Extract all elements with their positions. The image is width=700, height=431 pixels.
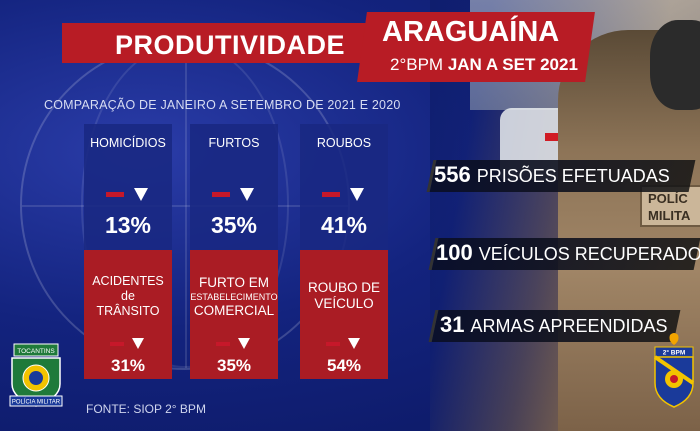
card-bottom-value: 54%: [326, 356, 362, 375]
card-bottom: [84, 250, 172, 379]
decrease-dash: [216, 342, 230, 346]
stat-veiculos: 100 VEÍCULOS RECUPERADOS: [436, 240, 700, 265]
card-furtos: FURTOS 35% FURTO EM ESTABELECIMENTO COME…: [190, 124, 278, 379]
decrease-dash: [106, 192, 124, 197]
batalhao-seal: 2° BPM: [652, 333, 696, 411]
svg-text:TOCANTINS: TOCANTINS: [17, 348, 55, 355]
down-arrow-icon: [348, 338, 360, 349]
card-top: [190, 124, 278, 250]
decrease-dash: [326, 342, 340, 346]
down-arrow-icon: [240, 188, 254, 201]
down-arrow-icon: [132, 338, 144, 349]
decrease-dash: [212, 192, 230, 197]
comparison-caption: COMPARAÇÃO DE JANEIRO A SETEMBRO DE 2021…: [44, 98, 401, 112]
decrease-dash: [110, 342, 124, 346]
card-bottom: [300, 250, 388, 379]
unit-label: 2°BPM: [390, 55, 444, 74]
stat-prisoes: 556 PRISÕES EFETUADAS: [434, 162, 670, 187]
down-arrow-icon: [350, 188, 364, 201]
card-top-value: 41%: [320, 212, 368, 238]
card-top-label: FURTOS: [208, 136, 260, 150]
card-bottom: [190, 250, 278, 379]
stat-armas: 31 ARMAS APREENDIDAS: [440, 312, 668, 337]
card-roubos: ROUBOS 41% ROUBO DE VEÍCULO 54%: [300, 124, 388, 379]
card-homicidios: HOMICÍDIOS 13% ACIDENTES de TRÂNSITO 31%: [84, 124, 172, 379]
down-arrow-icon: [134, 188, 148, 201]
vest-label: POLÍC MILITA: [640, 185, 700, 227]
svg-text:POLÍCIA MILITAR: POLÍCIA MILITAR: [12, 399, 61, 406]
card-bottom-value: 31%: [110, 356, 146, 375]
card-bottom-value: 35%: [216, 356, 252, 375]
source-note: FONTE: SIOP 2° BPM: [86, 402, 206, 416]
city-name: ARAGUAÍNA: [382, 16, 560, 48]
svg-text:2° BPM: 2° BPM: [663, 349, 685, 357]
officer-cap: [650, 20, 700, 110]
card-top: [300, 124, 388, 250]
down-arrow-icon: [238, 338, 250, 349]
decrease-dash: [322, 192, 340, 197]
card-top-label: ROUBOS: [316, 136, 372, 150]
card-top-label: HOMICÍDIOS: [90, 136, 166, 150]
title-banner: [62, 23, 380, 63]
card-top-value: 13%: [104, 212, 152, 238]
card-bottom-label: ACIDENTES de TRÂNSITO: [92, 274, 164, 318]
period-label: JAN A SET 2021: [447, 55, 578, 74]
policia-militar-seal: TOCANTINS POLÍCIA MILITAR: [6, 340, 66, 410]
card-top-value: 35%: [210, 212, 258, 238]
card-bottom-label: FURTO EM ESTABELECIMENTO COMERCIAL: [190, 275, 278, 318]
card-top: [84, 124, 172, 250]
period-line: 2°BPM JAN A SET 2021: [390, 55, 590, 75]
page-title: PRODUTIVIDADE: [115, 30, 346, 60]
card-bottom-label: ROUBO DE VEÍCULO: [307, 280, 380, 311]
